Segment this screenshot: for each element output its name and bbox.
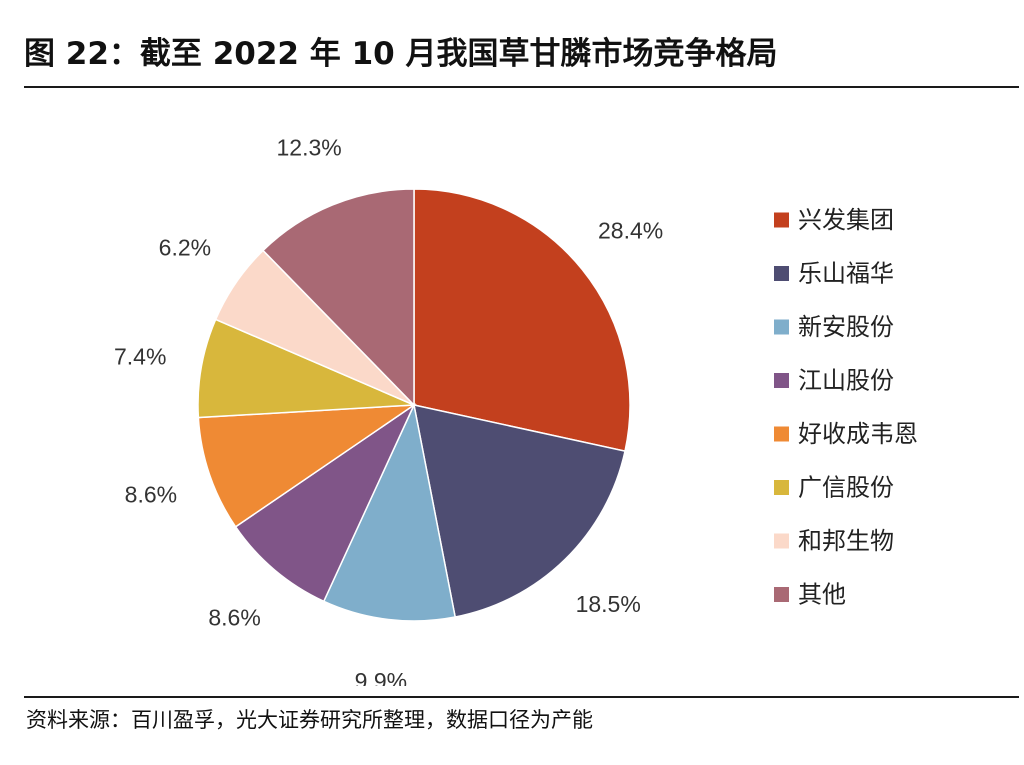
pie-slice-3 — [322, 402, 457, 622]
legend-swatch-4 — [774, 373, 789, 388]
legend-label-4: 江山股份 — [798, 367, 894, 395]
slice-label-7: 6.2% — [159, 235, 211, 261]
legend-label-7: 和邦生物 — [798, 527, 894, 555]
slice-labels: 28.4% 18.5% 9.9% 8.6% 8.6% 7.4% 6.2% 12.3% — [114, 135, 663, 687]
legend-swatch-3 — [774, 319, 789, 335]
legend-swatch-2 — [774, 266, 789, 281]
legend-swatch-5 — [774, 426, 789, 442]
pie-slice-4 — [234, 402, 416, 603]
legend-label-5: 好收成韦恩 — [798, 420, 918, 448]
pie-slice-5 — [197, 404, 417, 528]
slice-label-3: 9.9% — [355, 668, 407, 686]
legend-swatch-6 — [774, 480, 789, 495]
pie-slice-8 — [262, 188, 415, 407]
slice-label-5: 8.6% — [125, 482, 177, 508]
chart-title: 图 22：截至 2022 年 10 月我国草甘膦市场竞争格局 — [24, 36, 778, 72]
legend-label-3: 新安股份 — [798, 313, 894, 341]
legend-label-2: 乐山福华 — [798, 260, 894, 288]
pie-chart: 28.4% 18.5% 9.9% 8.6% 8.6% 7.4% 6.2% 12.3% 兴发集团… — [114, 135, 918, 687]
slice-label-1: 28.4% — [598, 218, 663, 244]
legend-swatch-1 — [774, 212, 789, 228]
legend-swatch-8 — [774, 587, 789, 602]
footer-divider — [24, 696, 1019, 698]
slice-label-6: 7.4% — [114, 344, 166, 370]
legend-label-6: 广信股份 — [798, 474, 894, 502]
pie-slices — [197, 188, 631, 622]
slice-label-8: 12.3% — [276, 135, 341, 161]
title-divider — [24, 86, 1019, 88]
pie-slice-6 — [197, 318, 415, 419]
pie-slice-2 — [413, 404, 626, 618]
pie-slice-1 — [413, 188, 631, 453]
slice-label-4: 8.6% — [208, 604, 260, 630]
source-note: 资料来源：百川盈孚，光大证券研究所整理，数据口径为产能 — [26, 708, 593, 732]
legend-label-1: 兴发集团 — [798, 206, 894, 234]
legend-label-8: 其他 — [798, 581, 846, 609]
legend-swatch-7 — [774, 533, 789, 549]
slice-label-2: 18.5% — [576, 591, 641, 617]
